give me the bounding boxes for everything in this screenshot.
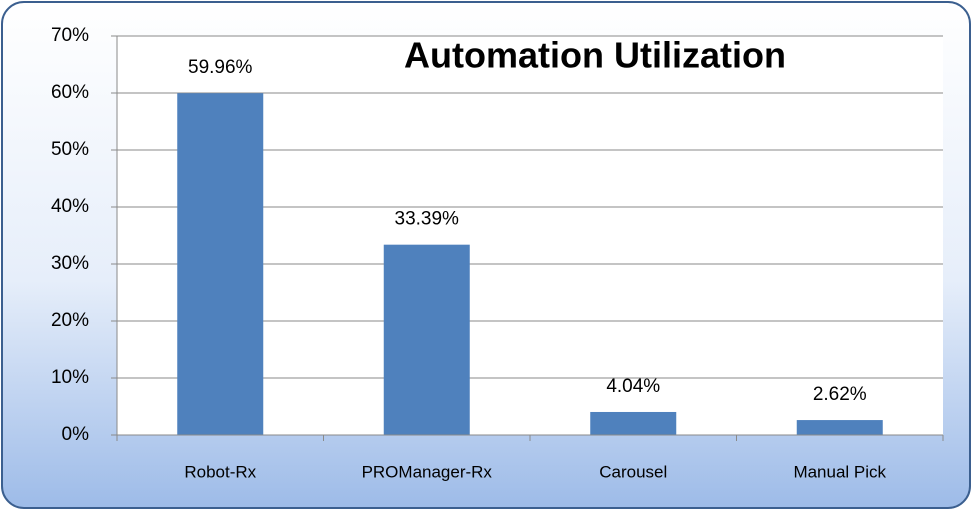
chart-title: Automation Utilization [404,35,786,76]
bar [796,420,883,435]
y-tick-label: 0% [62,424,90,445]
bar [383,244,470,435]
x-tick-label: PROManager-Rx [362,462,493,481]
y-tick-label: 40% [51,196,89,217]
bar [590,411,677,435]
x-tick-label: Carousel [599,462,667,481]
data-label: 33.39% [395,209,460,230]
x-tick-label: Manual Pick [793,462,886,481]
y-tick-label: 10% [51,367,89,388]
bar [177,93,264,435]
x-tick-label: Robot-Rx [184,462,256,481]
data-label: 4.04% [606,376,660,397]
y-tick-label: 30% [51,253,89,274]
y-tick-label: 20% [51,310,89,331]
data-label: 2.62% [813,384,867,405]
y-tick-label: 70% [51,25,89,46]
y-tick-label: 60% [51,82,89,103]
y-tick-label: 50% [51,139,89,160]
data-label: 59.96% [188,57,253,78]
